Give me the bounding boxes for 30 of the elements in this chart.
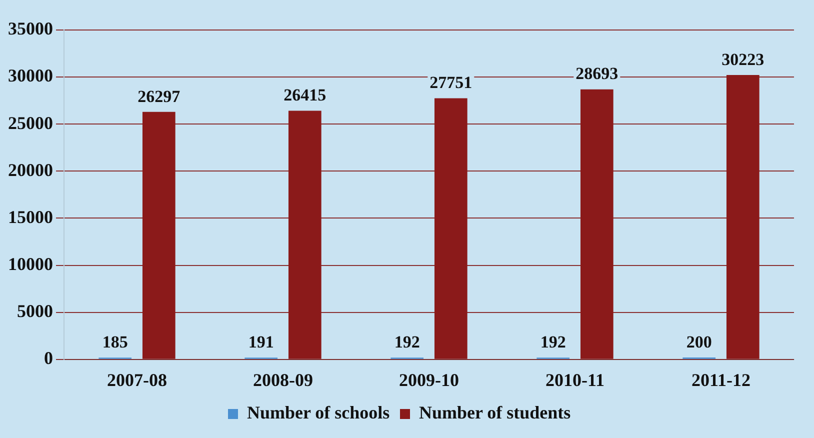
x-tick-label: 2009-10 xyxy=(399,370,459,390)
data-label: 185 xyxy=(102,332,128,352)
x-tick-label: 2008-09 xyxy=(253,370,313,390)
data-label: 192 xyxy=(540,332,566,352)
data-label: 200 xyxy=(686,332,712,352)
y-tick-label: 25000 xyxy=(8,112,53,133)
data-label: 30223 xyxy=(722,50,764,69)
y-tick-label: 15000 xyxy=(8,206,53,227)
data-label: 26297 xyxy=(138,86,181,106)
bar xyxy=(434,98,468,359)
y-tick-label: 10000 xyxy=(8,254,53,274)
legend-label: Number of schools xyxy=(247,402,390,423)
data-label: 192 xyxy=(394,332,420,352)
y-tick-label: 5000 xyxy=(17,301,53,321)
y-tick-label: 20000 xyxy=(8,160,53,180)
y-tick-label: 30000 xyxy=(8,66,53,86)
x-tick-label: 2010-11 xyxy=(545,370,605,390)
data-label: 191 xyxy=(248,332,274,352)
bar xyxy=(288,110,322,359)
data-label: 28693 xyxy=(576,64,618,84)
y-tick-label: 0 xyxy=(44,348,53,368)
x-tick-label: 2011-12 xyxy=(691,370,751,390)
legend-label: Number of students xyxy=(418,402,571,423)
bar xyxy=(142,112,176,359)
data-label: 27751 xyxy=(430,73,472,92)
bar xyxy=(580,89,614,359)
x-tick-label: 2007-08 xyxy=(107,370,167,390)
bar xyxy=(726,74,760,359)
data-label: 26415 xyxy=(284,86,326,105)
y-tick-label: 35000 xyxy=(8,18,53,39)
